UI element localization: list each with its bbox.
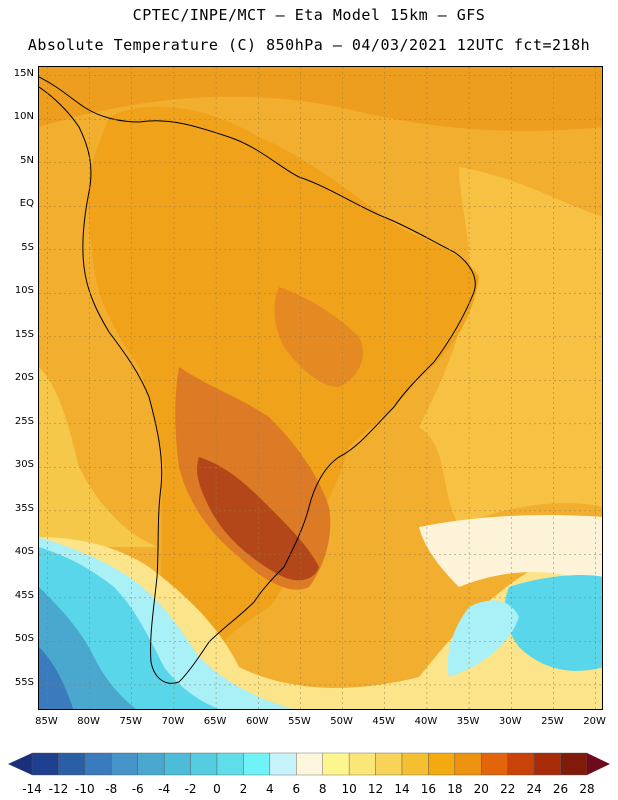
colorbar-cell bbox=[454, 752, 482, 776]
field-north-band bbox=[39, 67, 602, 131]
field-continent bbox=[88, 106, 479, 677]
colorbar-label: -12 bbox=[48, 782, 69, 796]
lon-tick-label: 45W bbox=[372, 716, 396, 727]
colorbar-label: -6 bbox=[131, 782, 144, 796]
colorbar-cell bbox=[375, 752, 403, 776]
lat-tick-label: 5N bbox=[20, 154, 34, 166]
lon-tick-label: 60W bbox=[245, 716, 269, 727]
colorbar-label: -14 bbox=[22, 782, 42, 796]
lat-tick-label: 20S bbox=[14, 372, 34, 384]
lon-tick-label: 70W bbox=[161, 716, 185, 727]
lat-tick-label: 35S bbox=[14, 502, 34, 514]
colorbar-cell bbox=[322, 752, 350, 776]
lat-tick-label: 40S bbox=[14, 546, 34, 558]
colorbar-label: -8 bbox=[105, 782, 118, 796]
lat-tick-label: 10S bbox=[14, 285, 34, 297]
colorbar-label: 4 bbox=[266, 782, 274, 796]
lon-tick-label: 80W bbox=[77, 716, 100, 727]
lon-tick-label: 35W bbox=[456, 716, 480, 727]
lat-tick-label: EQ bbox=[19, 198, 34, 210]
colorbar-cell bbox=[243, 752, 271, 776]
coastline bbox=[39, 76, 476, 684]
colorbar-label: 14 bbox=[394, 782, 410, 796]
colorbar-cell bbox=[428, 752, 456, 776]
lat-tick-label: 25S bbox=[14, 415, 34, 427]
map-title-line1: CPTEC/INPE/MCT – Eta Model 15km – GFS bbox=[132, 6, 486, 24]
lat-tick-label: 15S bbox=[14, 328, 34, 340]
lon-tick-label: 85W bbox=[35, 716, 58, 727]
colorbar-cell bbox=[269, 752, 297, 776]
lat-tick-label: 55S bbox=[14, 676, 34, 688]
colorbar-cell bbox=[348, 752, 376, 776]
colorbar-label: -10 bbox=[75, 782, 95, 796]
colorbar-cell bbox=[31, 752, 59, 776]
colorbar-label: 18 bbox=[447, 782, 463, 796]
colorbar-label: 8 bbox=[318, 782, 327, 796]
colorbar-label: 10 bbox=[341, 782, 357, 796]
colorbar-label: 22 bbox=[500, 782, 516, 796]
colorbar-cell bbox=[190, 752, 218, 776]
field-atlantic-yellow bbox=[419, 167, 602, 527]
field-pacific-yellow bbox=[39, 367, 159, 547]
colorbar-label: -2 bbox=[184, 782, 197, 796]
colorbar-cell bbox=[84, 752, 112, 776]
lon-tick-label: 55W bbox=[288, 716, 311, 727]
latitude-gridlines bbox=[39, 75, 602, 686]
temperature-map bbox=[38, 66, 603, 710]
lon-tick-label: 65W bbox=[203, 716, 227, 727]
colorbar-cell bbox=[111, 752, 138, 776]
lon-tick-label: 30W bbox=[498, 716, 522, 727]
lon-tick-label: 25W bbox=[541, 716, 564, 727]
colorbar-label: 0 bbox=[213, 782, 221, 796]
lat-tick-label: 50S bbox=[14, 633, 34, 645]
colorbar-label: 2 bbox=[239, 782, 248, 796]
colorbar-label: 20 bbox=[473, 782, 489, 796]
lat-tick-label: 30S bbox=[14, 459, 34, 471]
field-hot-central bbox=[274, 287, 363, 387]
lon-tick-label: 50W bbox=[330, 716, 353, 727]
lat-tick-label: 10N bbox=[13, 111, 34, 123]
map-title-line2: Absolute Temperature (C) 850hPa – 04/03/… bbox=[27, 36, 591, 54]
lat-tick-label: 5S bbox=[21, 241, 34, 253]
field-south-blue bbox=[39, 587, 137, 709]
colorbar-right-arrow bbox=[587, 753, 610, 775]
colorbar-cell bbox=[533, 752, 561, 776]
field-atlantic-cyan-light bbox=[447, 600, 519, 677]
lon-tick-label: 40W bbox=[414, 716, 438, 727]
field-south-cream bbox=[419, 515, 602, 587]
colorbar-label: 24 bbox=[526, 782, 542, 796]
colorbar bbox=[8, 752, 610, 776]
colorbar-label: 26 bbox=[552, 782, 569, 796]
colorbar-cell bbox=[296, 752, 323, 776]
longitude-gridlines bbox=[47, 67, 596, 709]
lon-tick-label: 75W bbox=[119, 716, 143, 727]
colorbar-label: 6 bbox=[292, 782, 301, 796]
colorbar-label: -4 bbox=[158, 782, 171, 796]
colorbar-label: 28 bbox=[579, 782, 595, 796]
lat-tick-label: 45S bbox=[14, 589, 34, 601]
colorbar-cell bbox=[560, 752, 588, 776]
colorbar-cell bbox=[163, 752, 191, 776]
colorbar-label: 16 bbox=[420, 782, 437, 796]
colorbar-cell bbox=[137, 752, 165, 776]
lon-tick-label: 20W bbox=[583, 716, 606, 727]
colorbar-cell bbox=[401, 752, 429, 776]
colorbar-cell bbox=[481, 752, 508, 776]
colorbar-left-arrow bbox=[8, 753, 32, 775]
colorbar-cell bbox=[216, 752, 244, 776]
lat-tick-label: 15N bbox=[13, 67, 34, 79]
colorbar-cell bbox=[58, 752, 86, 776]
colorbar-cells bbox=[31, 752, 588, 776]
colorbar-cell bbox=[507, 752, 535, 776]
map-canvas bbox=[39, 67, 602, 709]
colorbar-label: 12 bbox=[367, 782, 384, 796]
